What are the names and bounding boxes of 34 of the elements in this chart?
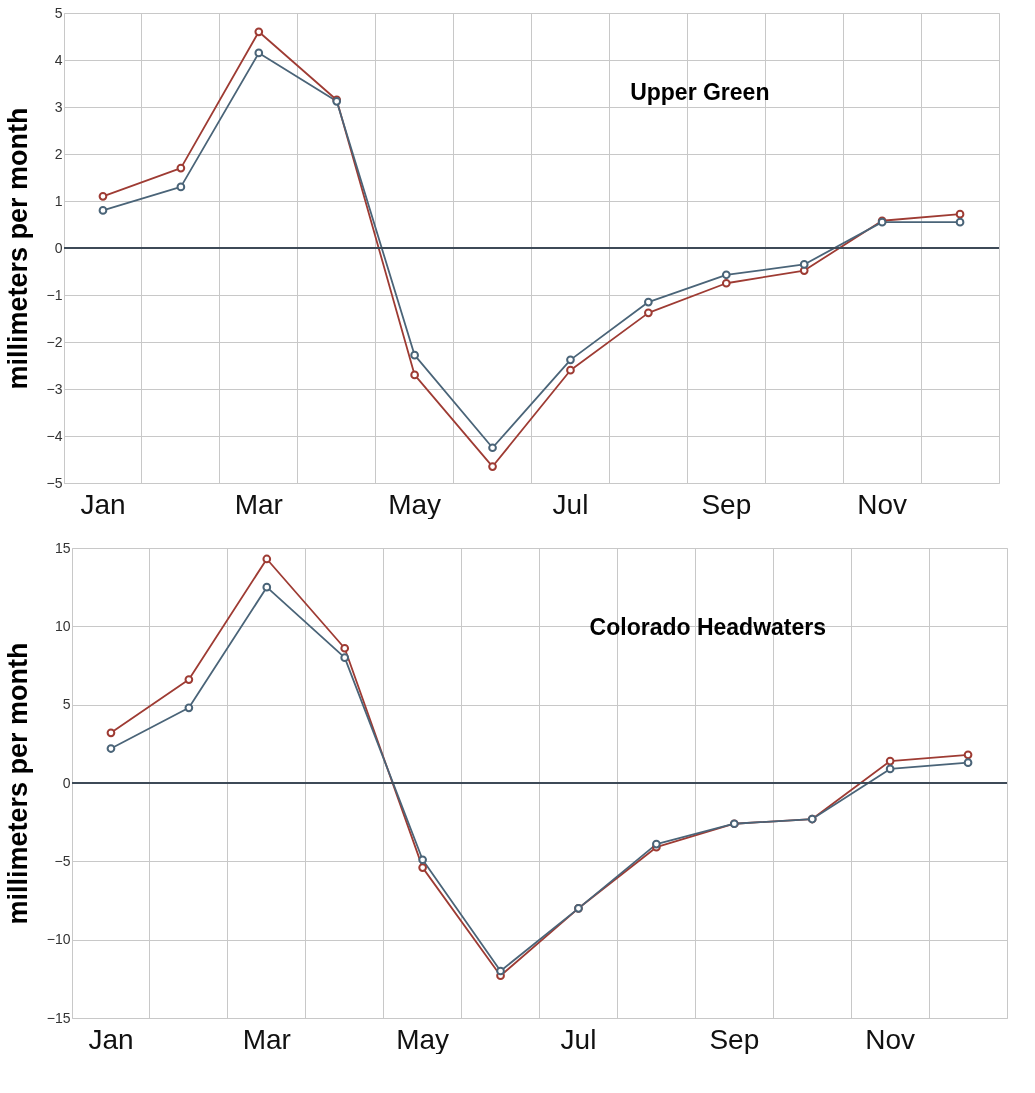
x-tick-label: May	[388, 488, 442, 520]
y-tick-label: −5	[54, 852, 71, 869]
y-tick-label: −4	[46, 427, 63, 444]
x-tick-label: Sep	[709, 1023, 760, 1055]
y-tick-label: 5	[54, 4, 63, 21]
x-tick-label: Jul	[560, 1023, 597, 1055]
x-tick-label: Nov	[865, 1023, 916, 1055]
x-tick-label: Mar	[242, 1023, 291, 1055]
y-tick-label: 0	[54, 239, 63, 256]
y-tick-label: −3	[46, 380, 63, 397]
y-tick-label: −5	[46, 474, 63, 491]
y-tick-label: 0	[62, 774, 71, 791]
y-tick-label: 1	[54, 192, 63, 209]
y-tick-label: 5	[62, 696, 71, 713]
text: Colorado Headwaters	[589, 613, 827, 640]
y-tick-label: −2	[46, 333, 63, 350]
y-tick-label: 10	[54, 617, 71, 634]
y-tick-label: 2	[54, 145, 63, 162]
x-tick-label: Mar	[234, 488, 283, 520]
y-tick-label: −15	[46, 1009, 71, 1026]
x-tick-label: Jan	[88, 1023, 134, 1055]
y-tick-label: 4	[54, 51, 63, 68]
y-axis-title: millimeters per month	[2, 642, 33, 925]
y-axis-title: millimeters per month	[2, 107, 33, 390]
x-tick-label: Nov	[857, 488, 908, 520]
x-tick-label: Jul	[552, 488, 589, 520]
y-tick-label: 15	[54, 539, 71, 556]
text: Upper Green	[630, 78, 770, 105]
y-tick-label: −1	[46, 286, 63, 303]
x-tick-label: Sep	[701, 488, 752, 520]
x-tick-label: May	[396, 1023, 450, 1055]
y-tick-label: 3	[54, 98, 63, 115]
x-tick-label: Jan	[80, 488, 126, 520]
y-tick-label: −10	[46, 931, 71, 948]
